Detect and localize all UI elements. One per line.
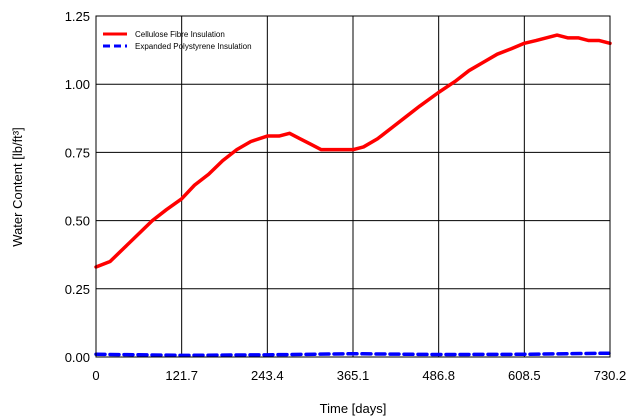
x-tick-label: 608.5 [508, 368, 541, 383]
series-line-cellulose [94, 33, 612, 269]
x-tick-label: 365.1 [337, 368, 370, 383]
legend-label-polystyrene: Expanded Polystyrene Insulation [135, 42, 252, 51]
x-tick-label: 121.7 [165, 368, 198, 383]
y-tick-label: 0.50 [65, 214, 90, 229]
plot-frame [95, 15, 611, 358]
y-tick-label: 0.75 [65, 145, 90, 160]
y-tick-label: 1.25 [65, 9, 90, 24]
y-tick-label: 0.00 [65, 350, 90, 365]
x-tick-label: 0 [92, 368, 99, 383]
legend-label-cellulose: Cellulose Fibre Insulation [135, 30, 225, 39]
x-tick-label: 243.4 [251, 368, 284, 383]
tick-labels: 0 121.7 243.4 365.1 486.8 608.5 730.2 0.00 0.25 0… [65, 9, 627, 383]
y-tick-label: 0.25 [65, 282, 90, 297]
series-line-polystyrene [94, 351, 612, 358]
y-tick-label: 1.00 [65, 77, 90, 92]
y-axis-title: Water Content [lb/ft³] [10, 127, 25, 246]
x-tick-label: 486.8 [422, 368, 455, 383]
grid [96, 16, 610, 357]
x-tick-label: 730.2 [594, 368, 627, 383]
x-axis-title: Time [days] [320, 401, 387, 416]
legend: Cellulose Fibre Insulation Expanded Poly… [103, 30, 252, 51]
series-layer [94, 33, 612, 358]
